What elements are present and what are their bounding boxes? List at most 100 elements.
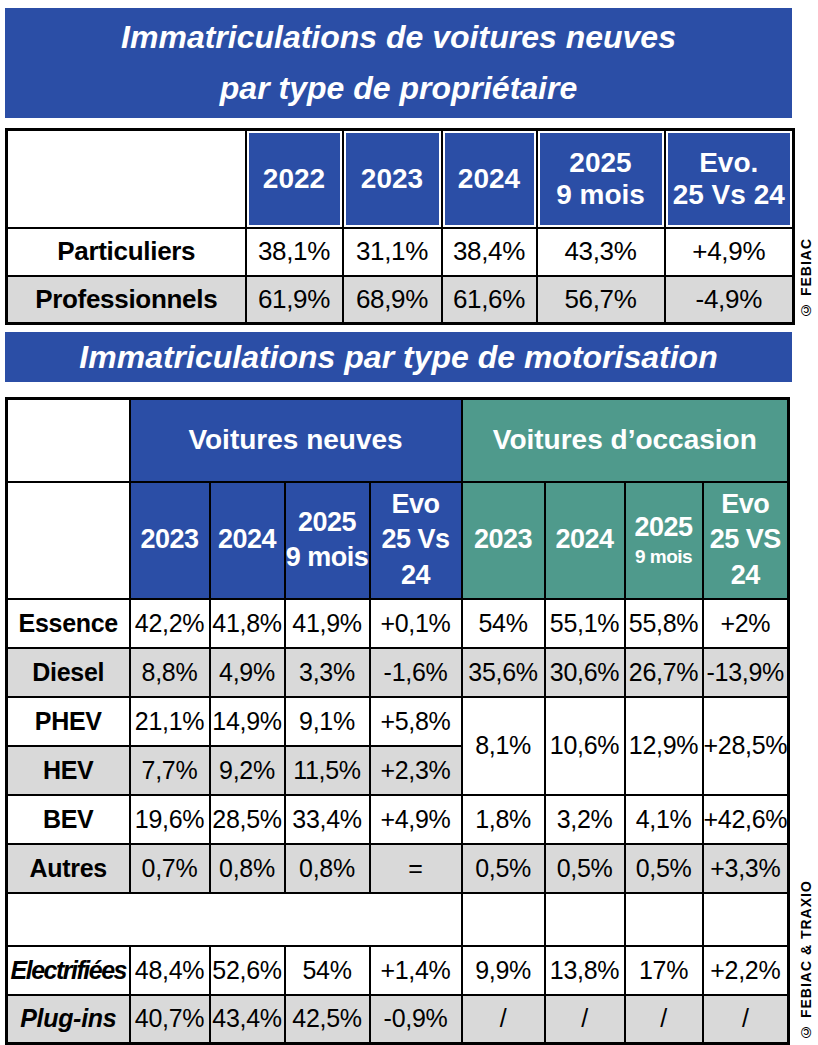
cell: -1,6% [370, 648, 462, 697]
empty-cell [703, 893, 789, 946]
motorisation-table: Voitures neuves Voitures d’occasion 2023… [5, 397, 790, 1045]
cell: 52,6% [210, 946, 285, 995]
row-essence: Essence 42,2% 41,8% 41,9% +0,1% 54% 55,1… [7, 599, 789, 648]
cell: 33,4% [285, 795, 370, 844]
empty-merged-cell [7, 893, 462, 946]
cell: 11,5% [285, 746, 370, 795]
cell: 0,5% [545, 844, 625, 893]
used-col-2023: 2023 [462, 482, 545, 599]
cell: 26,7% [625, 648, 703, 697]
cell: 9,9% [462, 946, 545, 995]
cell: 7,7% [130, 746, 210, 795]
cell: 43,4% [210, 995, 285, 1044]
empty-cell [625, 893, 703, 946]
used-col-evo: Evo 25 VS 24 [703, 482, 789, 599]
cell: 21,1% [130, 697, 210, 746]
cell: 0,8% [210, 844, 285, 893]
ownership-row-professionnels: Professionnels 61,9% 68,9% 61,6% 56,7% -… [7, 276, 794, 324]
cell: +2% [703, 599, 789, 648]
group-voitures-neuves: Voitures neuves [130, 399, 462, 482]
cell: 54% [462, 599, 545, 648]
cell: 28,5% [210, 795, 285, 844]
cell: / [545, 995, 625, 1044]
cell: 0,5% [462, 844, 545, 893]
cell: -13,9% [703, 648, 789, 697]
cell: 40,7% [130, 995, 210, 1044]
header-text: 25 Vs 24 [666, 179, 793, 211]
title-banner-ownership: Immatriculations de voitures neuves par … [5, 8, 792, 118]
cell: +0,1% [370, 599, 462, 648]
cell-merged: 12,9% [625, 697, 703, 795]
row-label: Essence [7, 599, 130, 648]
header-text: 2025 [286, 505, 369, 540]
cell: 0,8% [285, 844, 370, 893]
cell: 4,1% [625, 795, 703, 844]
cell: 17% [625, 946, 703, 995]
cell: 31,1% [343, 228, 442, 276]
new-col-2023: 2023 [130, 482, 210, 599]
page: Immatriculations de voitures neuves par … [0, 0, 818, 1045]
used-col-2025: 2025 9 mois [625, 482, 703, 599]
header-text: 2022 [247, 163, 342, 195]
cell: 30,6% [545, 648, 625, 697]
cell: 48,4% [130, 946, 210, 995]
cell: 42,5% [285, 995, 370, 1044]
ownership-col-evo: Evo. 25 Vs 24 [665, 130, 794, 228]
header-text: 2024 [546, 522, 624, 557]
cell: 9,2% [210, 746, 285, 795]
febiac-credit: © FEBIAC [798, 226, 814, 318]
header-text: Evo [371, 487, 461, 522]
cell: 3,3% [285, 648, 370, 697]
row-label: Professionnels [7, 276, 246, 324]
cell: 54% [285, 946, 370, 995]
cell: 4,9% [210, 648, 285, 697]
header-text: 24 [704, 558, 788, 593]
cell: 38,4% [442, 228, 537, 276]
cell: 43,3% [537, 228, 665, 276]
ownership-table: 2022 2023 2024 2025 9 mois Evo. 25 Vs 24… [5, 128, 795, 325]
ownership-row-particuliers: Particuliers 38,1% 31,1% 38,4% 43,3% +4,… [7, 228, 794, 276]
cell: 55,8% [625, 599, 703, 648]
header-text: 2024 [443, 163, 536, 195]
cell: +3,3% [703, 844, 789, 893]
cell: 41,8% [210, 599, 285, 648]
cell: / [462, 995, 545, 1044]
cell: +2,2% [703, 946, 789, 995]
header-text: 25 VS [704, 522, 788, 557]
cell: 9,1% [285, 697, 370, 746]
row-label: Electrifiées [7, 946, 130, 995]
group-header-row: Voitures neuves Voitures d’occasion [7, 399, 789, 482]
new-col-2025: 2025 9 mois [285, 482, 370, 599]
used-col-2024: 2024 [545, 482, 625, 599]
header-text: 2023 [344, 163, 441, 195]
cell: 1,8% [462, 795, 545, 844]
ownership-col-2022: 2022 [246, 130, 343, 228]
header-text: 24 [371, 558, 461, 593]
cell: -0,9% [370, 995, 462, 1044]
cell: 19,6% [130, 795, 210, 844]
cell: / [625, 995, 703, 1044]
cell: +2,3% [370, 746, 462, 795]
cell: 41,9% [285, 599, 370, 648]
header-text: 2023 [463, 522, 544, 557]
cell: +4,9% [665, 228, 794, 276]
row-diesel: Diesel 8,8% 4,9% 3,3% -1,6% 35,6% 30,6% … [7, 648, 789, 697]
cell: +42,6% [703, 795, 789, 844]
header-text: 9 mois [286, 540, 369, 575]
ownership-blank-header [7, 130, 246, 228]
cell: -4,9% [665, 276, 794, 324]
cell: 35,6% [462, 648, 545, 697]
blank-cell [7, 399, 130, 482]
header-text: 2025 [538, 147, 664, 179]
empty-cell [545, 893, 625, 946]
ownership-col-2025: 2025 9 mois [537, 130, 665, 228]
cell: = [370, 844, 462, 893]
header-text: Evo. [666, 147, 793, 179]
row-phev: PHEV 21,1% 14,9% 9,1% +5,8% 8,1% 10,6% 1… [7, 697, 789, 746]
row-label: Autres [7, 844, 130, 893]
cell: 13,8% [545, 946, 625, 995]
header-text: Evo [704, 487, 788, 522]
new-col-evo: Evo 25 Vs 24 [370, 482, 462, 599]
row-label: HEV [7, 746, 130, 795]
cell: 56,7% [537, 276, 665, 324]
